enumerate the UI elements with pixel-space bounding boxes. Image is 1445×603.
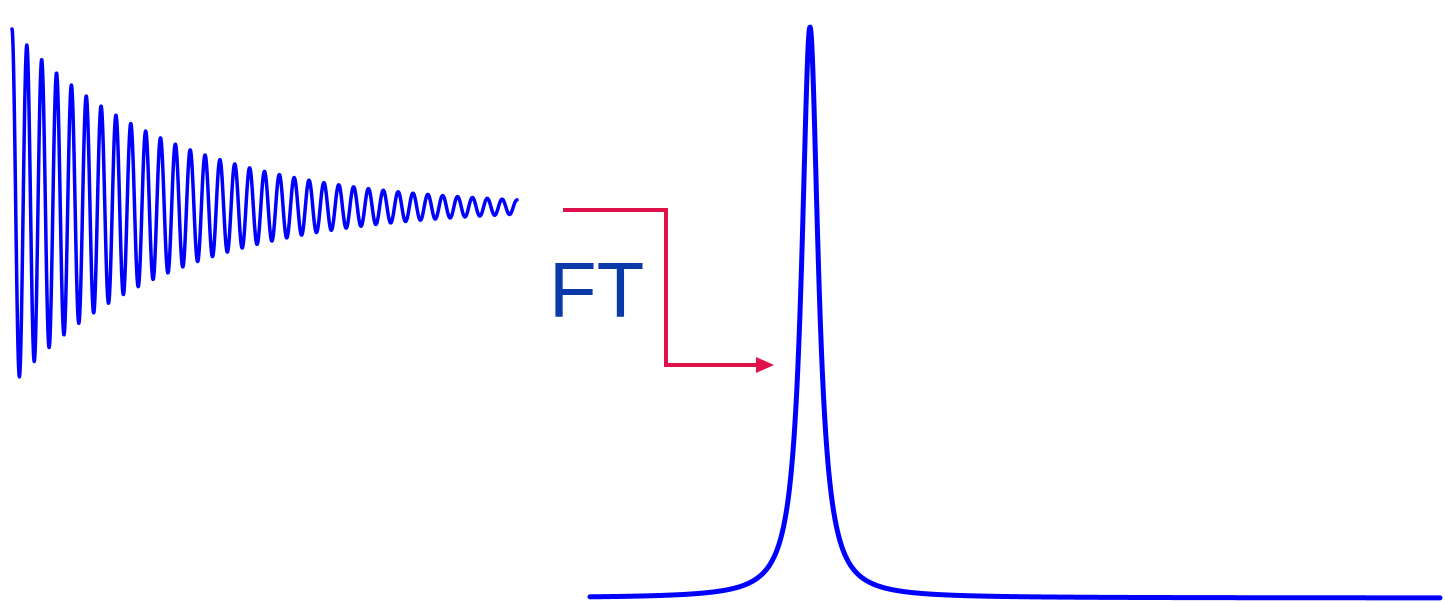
arrow-head [756, 357, 774, 373]
arrow-line [563, 208, 758, 367]
time-domain-signal [10, 27, 519, 379]
transform-arrow [563, 208, 774, 373]
frequency-domain-peak [587, 24, 1443, 601]
transform-label: FT [549, 246, 644, 334]
